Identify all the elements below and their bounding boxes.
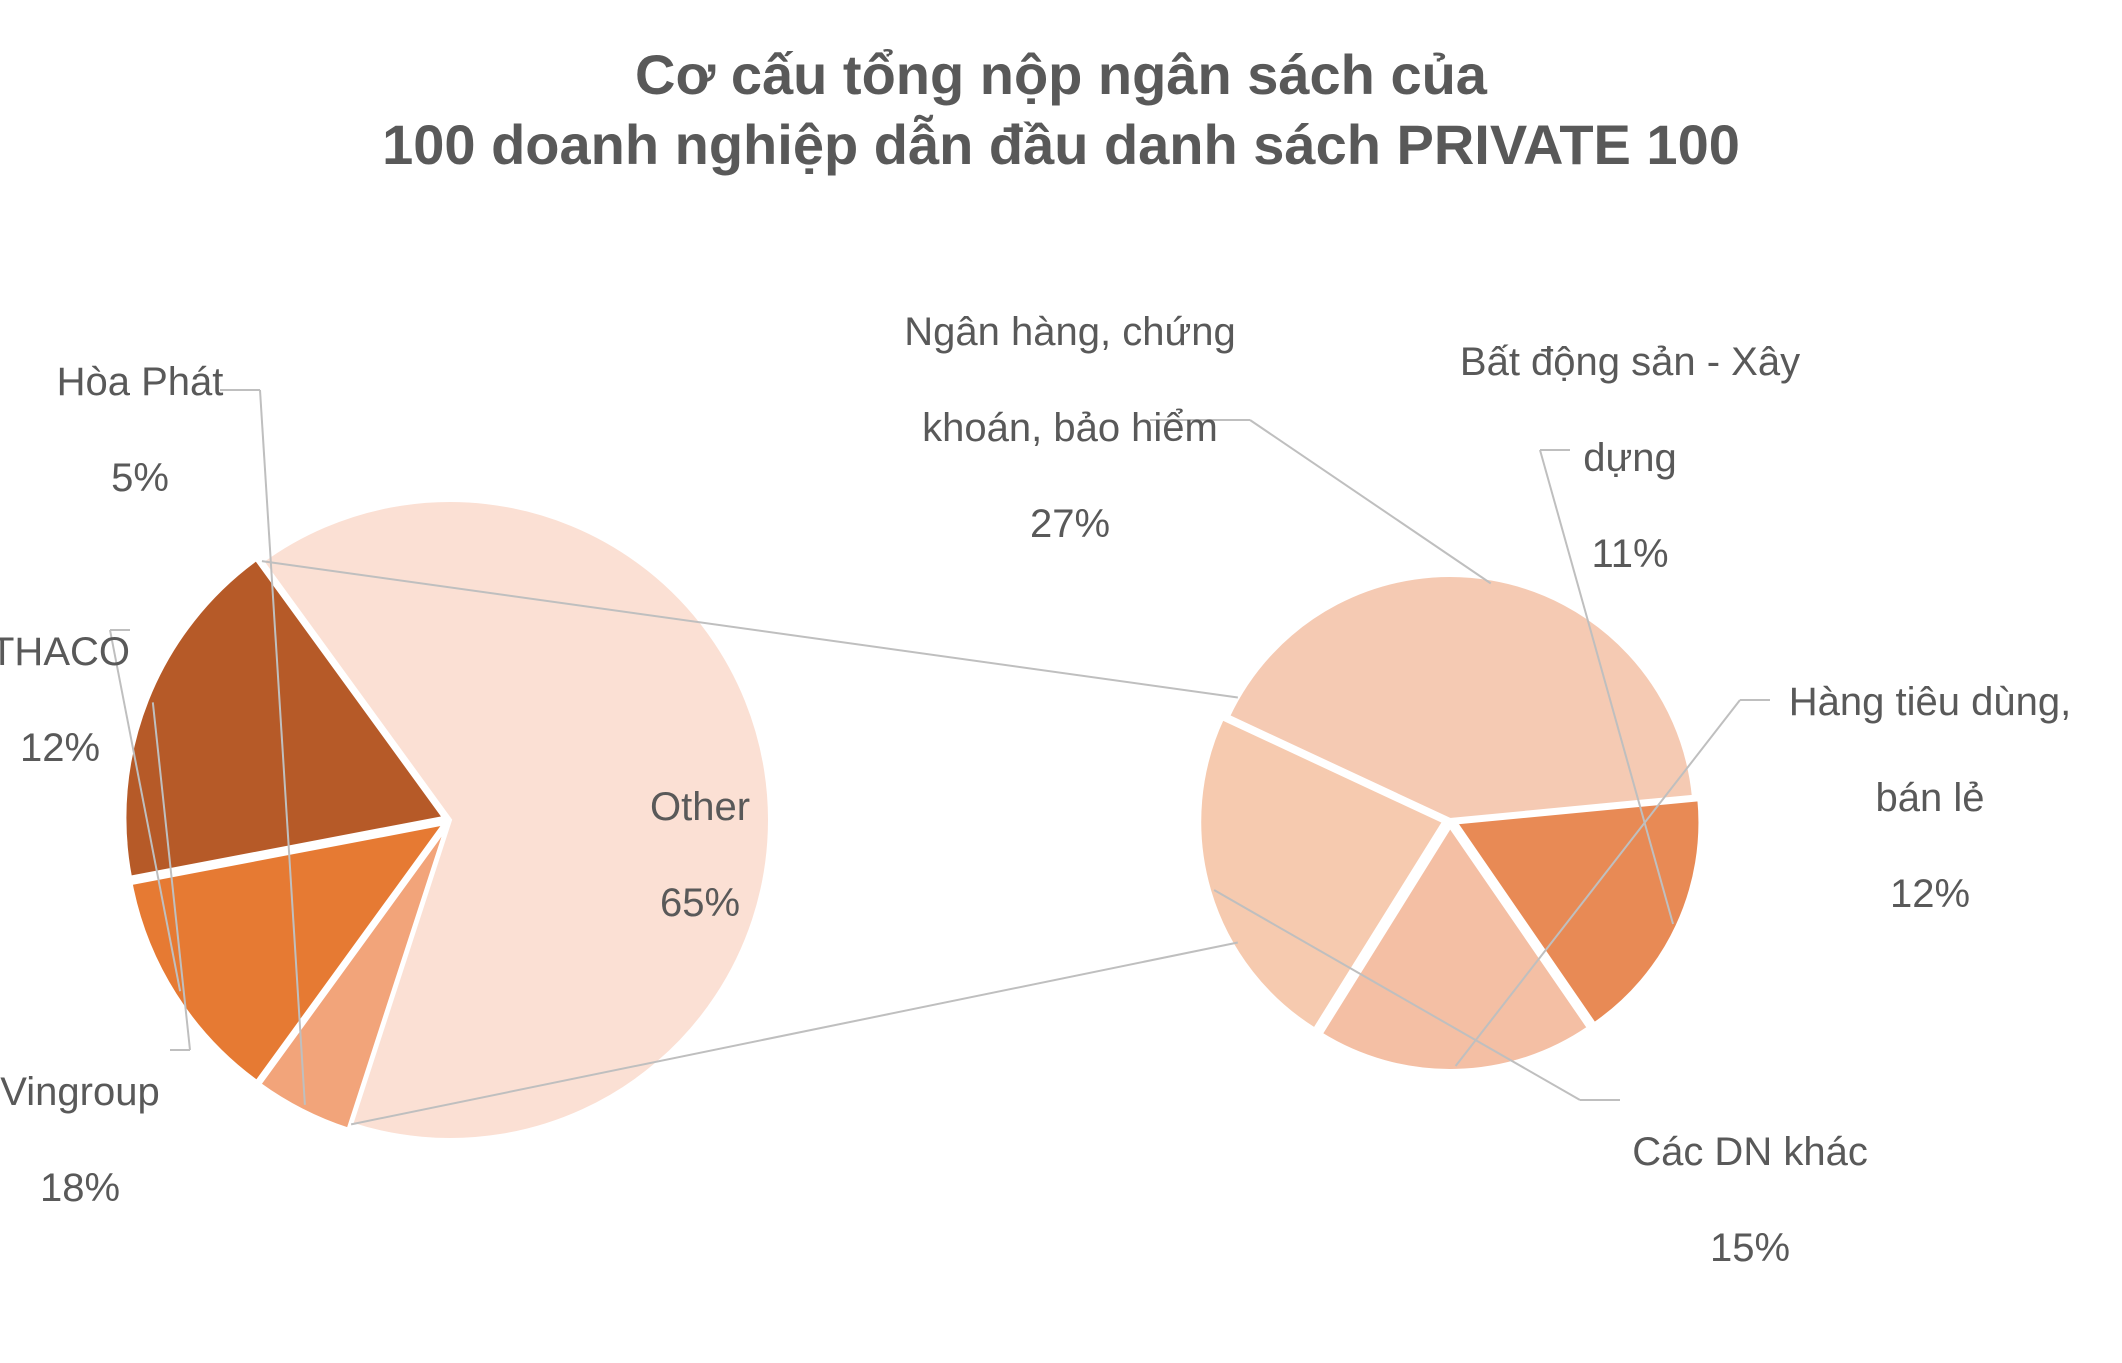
label-hoaphat: Hòa Phát 5% (30, 310, 250, 502)
label-hangtieu: Hàng tiêu dùng, bán lẻ 12% (1760, 630, 2100, 918)
title-line-2: 100 doanh nghiệp dẫn đầu danh sách PRIVA… (382, 113, 1740, 176)
title-line-1: Cơ cấu tổng nộp ngân sách của (635, 43, 1487, 106)
label-other: Other 65% (610, 735, 790, 927)
chart-canvas: Other 65% Hòa Phát 5% THACO 12% Vingroup… (0, 260, 2122, 1260)
label-dnkhac: Các DN khác 15% (1590, 1080, 1910, 1272)
label-vingroup: Vingroup 18% (0, 1020, 190, 1212)
label-batdongsan: Bất động sản - Xây dựng 11% (1420, 290, 1840, 578)
chart-title: Cơ cấu tổng nộp ngân sách của 100 doanh … (0, 40, 2122, 180)
label-nganhang: Ngân hàng, chứng khoán, bảo hiểm 27% (860, 260, 1280, 548)
label-thaco: THACO 12% (0, 580, 150, 772)
